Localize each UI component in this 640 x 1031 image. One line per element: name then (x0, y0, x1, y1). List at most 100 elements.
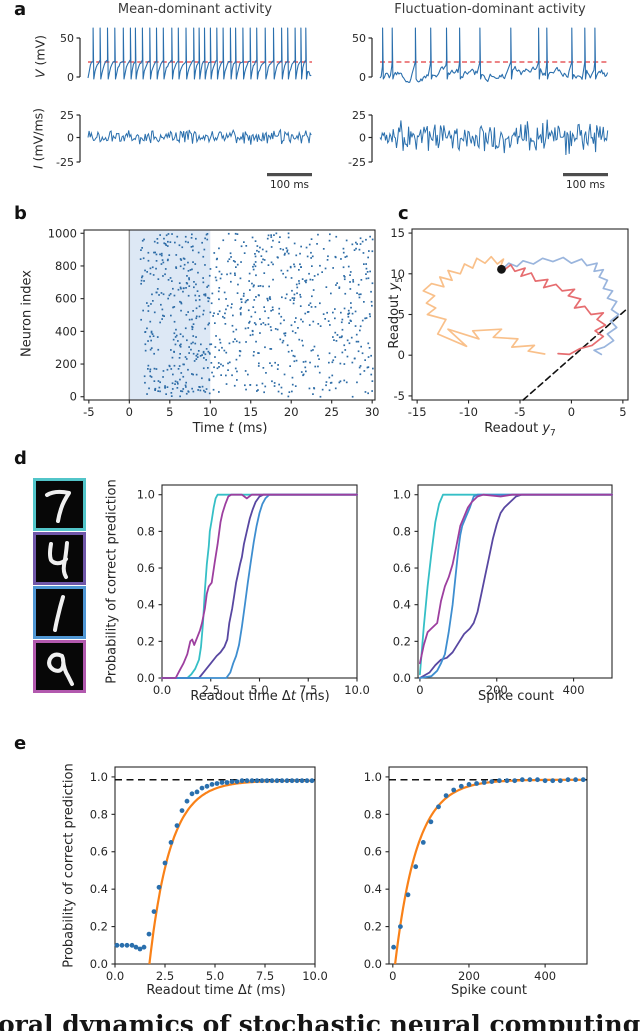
svg-text:0.2: 0.2 (393, 634, 411, 648)
svg-text:0.4: 0.4 (393, 598, 411, 612)
svg-text:5.0: 5.0 (206, 969, 224, 983)
svg-text:0.0: 0.0 (364, 957, 382, 971)
svg-text:0.6: 0.6 (393, 561, 411, 575)
prediction-vs-readout-time-plot: 0.0 2.5 5.0 7.5 10.0 0.0 0.2 0.4 0.6 0.8 1.0 (137, 484, 370, 697)
svg-text:0: 0 (568, 405, 575, 419)
mean-dominant-traces-plot: 50 0 25 0 -25 100 ms (56, 27, 312, 191)
svg-text:25: 25 (352, 109, 366, 122)
svg-text:0.0: 0.0 (393, 671, 411, 685)
panel-b-label: b (14, 203, 27, 224)
svg-text:400: 400 (563, 683, 585, 697)
svg-text:0.4: 0.4 (90, 882, 108, 896)
svg-text:0.0: 0.0 (106, 969, 124, 983)
digit-thumbnail-7 (33, 478, 86, 531)
time-axis-label: Time t (ms) (192, 421, 268, 436)
panel-e-label: e (14, 733, 27, 754)
fluctuation-dominant-traces-plot: 50 0 25 0 -25 100 ms (348, 27, 609, 191)
svg-text:-25: -25 (56, 156, 74, 169)
svg-text:1.0: 1.0 (364, 770, 382, 784)
svg-text:0.0: 0.0 (153, 683, 171, 697)
svg-text:2.5: 2.5 (156, 969, 174, 983)
svg-text:200: 200 (458, 969, 480, 983)
svg-text:-5: -5 (514, 405, 525, 419)
prediction-fit-vs-spike-count-plot: 0 200 400 0.0 0.2 0.4 0.6 0.8 1.0 (364, 766, 588, 983)
fluctuation-dominant-title: Fluctuation-dominant activity (394, 2, 586, 17)
svg-text:50: 50 (60, 32, 74, 45)
svg-text:0.0: 0.0 (137, 671, 155, 685)
d-readout-time-axis-label: Readout time Δt (ms) (190, 689, 330, 704)
svg-text:0.2: 0.2 (137, 634, 155, 648)
svg-text:0.2: 0.2 (364, 920, 382, 934)
svg-text:10: 10 (390, 267, 405, 281)
svg-text:0: 0 (359, 71, 366, 84)
svg-text:0: 0 (398, 348, 405, 362)
svg-text:-15: -15 (408, 405, 427, 419)
readout-trajectory-plot: -15 -10 -5 0 5 -5 0 5 10 15 (390, 226, 629, 419)
svg-text:0.6: 0.6 (364, 845, 382, 859)
svg-text:200: 200 (55, 357, 77, 371)
svg-text:0.8: 0.8 (364, 807, 382, 821)
digit-thumbnail-1 (33, 586, 86, 639)
svg-text:5: 5 (398, 308, 405, 322)
prediction-fit-vs-readout-time-plot: 0.0 2.5 5.0 7.5 10.0 0.0 0.2 0.4 0.6 0.8 1.0 (90, 766, 328, 983)
svg-text:0: 0 (416, 683, 423, 697)
svg-text:1000: 1000 (48, 226, 77, 240)
svg-text:100 ms: 100 ms (270, 179, 309, 191)
mean-dominant-title: Mean-dominant activity (117, 2, 273, 17)
readout-y7-axis-label: Readout y7 (484, 421, 556, 439)
svg-text:1.0: 1.0 (393, 488, 411, 502)
panel-c-label: c (398, 203, 409, 224)
svg-text:0.8: 0.8 (90, 807, 108, 821)
svg-text:0.6: 0.6 (90, 845, 108, 859)
prediction-vs-spike-count-plot: 0 200 400 0.0 0.2 0.4 0.6 0.8 1.0 (393, 484, 613, 697)
svg-text:5: 5 (166, 405, 173, 419)
svg-text:800: 800 (55, 259, 77, 273)
svg-text:15: 15 (390, 226, 405, 240)
svg-text:-5: -5 (394, 389, 405, 403)
svg-text:0.2: 0.2 (90, 920, 108, 934)
svg-text:600: 600 (55, 292, 77, 306)
svg-text:-10: -10 (459, 405, 478, 419)
figure-caption: oral dynamics of stochastic neural compu… (0, 1010, 640, 1031)
svg-text:0: 0 (70, 390, 77, 404)
svg-text:5.0: 5.0 (250, 683, 268, 697)
svg-text:10: 10 (203, 405, 218, 419)
svg-text:400: 400 (534, 969, 556, 983)
panel-a-label: a (14, 0, 27, 20)
svg-text:25: 25 (60, 109, 74, 122)
svg-text:0.4: 0.4 (137, 598, 155, 612)
svg-text:1.0: 1.0 (137, 488, 155, 502)
svg-text:2.5: 2.5 (202, 683, 220, 697)
svg-text:1.0: 1.0 (90, 770, 108, 784)
svg-text:7.5: 7.5 (299, 683, 317, 697)
svg-text:-5: -5 (83, 405, 94, 419)
svg-text:200: 200 (486, 683, 508, 697)
svg-text:0.4: 0.4 (364, 882, 382, 896)
digit-thumbnail-4 (33, 532, 86, 585)
svg-text:0.6: 0.6 (137, 561, 155, 575)
svg-text:25: 25 (324, 405, 339, 419)
svg-text:30: 30 (365, 405, 380, 419)
svg-text:10.0: 10.0 (302, 969, 328, 983)
e-spike-count-axis-label: Spike count (451, 983, 527, 998)
svg-text:0: 0 (67, 71, 74, 84)
svg-text:-25: -25 (348, 156, 366, 169)
svg-text:0.8: 0.8 (393, 524, 411, 538)
svg-text:100 ms: 100 ms (566, 179, 605, 191)
svg-text:0.0: 0.0 (90, 957, 108, 971)
svg-text:0: 0 (126, 405, 133, 419)
svg-text:0: 0 (359, 132, 366, 145)
svg-text:400: 400 (55, 324, 77, 338)
svg-text:15: 15 (243, 405, 258, 419)
svg-text:20: 20 (284, 405, 299, 419)
raster-plot: -5 0 5 10 15 20 25 30 0 200 400 600 800 1000 (48, 226, 380, 419)
svg-text:0.8: 0.8 (137, 524, 155, 538)
digit-thumbnail-9 (33, 640, 86, 693)
svg-text:5: 5 (619, 405, 626, 419)
d-spike-count-axis-label: Spike count (478, 689, 554, 704)
e-readout-time-axis-label: Readout time Δt (ms) (146, 983, 286, 998)
svg-text:7.5: 7.5 (256, 969, 274, 983)
panel-d-label: d (14, 448, 27, 469)
svg-text:0: 0 (389, 969, 396, 983)
